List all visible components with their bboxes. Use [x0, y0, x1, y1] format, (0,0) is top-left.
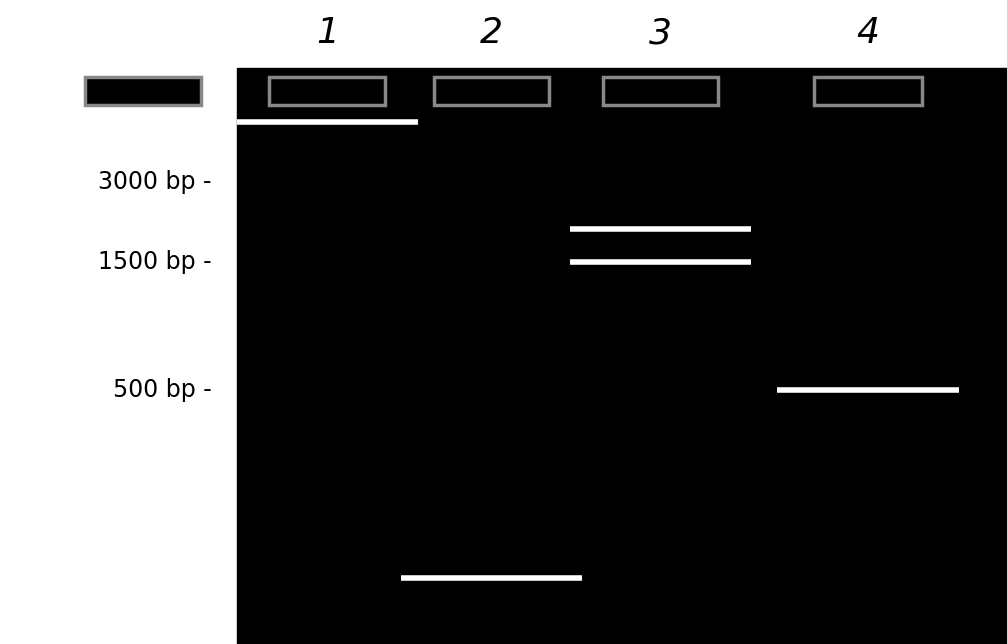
Bar	[85, 77, 201, 105]
Text: 2: 2	[480, 16, 502, 50]
Text: 1: 1	[316, 16, 338, 50]
Bar	[270, 77, 385, 105]
Text: 3000 bp -: 3000 bp -	[98, 169, 211, 194]
Text: 500 bp -: 500 bp -	[113, 379, 211, 402]
Text: 1500 bp -: 1500 bp -	[98, 251, 211, 274]
Bar	[814, 77, 922, 105]
Text: 4: 4	[857, 16, 879, 50]
Bar	[237, 68, 1007, 644]
Bar	[433, 77, 550, 105]
Bar	[602, 77, 719, 105]
Text: 3: 3	[650, 16, 672, 50]
